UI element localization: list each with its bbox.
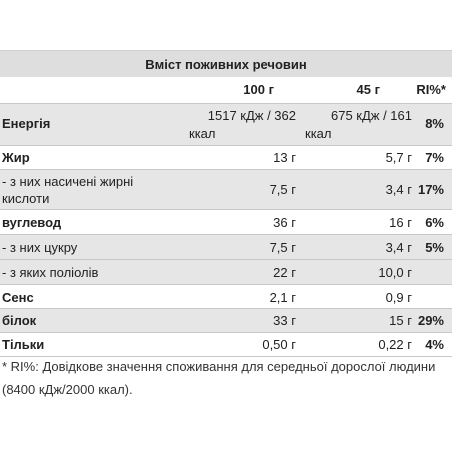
row-name: Енергія [2,116,51,131]
row-name: Тільки [2,337,45,352]
row-value-100g: 0,50 г [262,337,296,352]
table-title: Вміст поживних речовин [0,50,452,78]
table-row: - з яких поліолів 22 г 10,0 г [0,259,452,284]
header-100g: 100 г [243,82,274,97]
table-row: білок 33 г 15 г 29% [0,308,452,332]
header-ri: RI%* [416,82,446,97]
table-row: Тільки 0,50 г 0,22 г 4% [0,332,452,356]
row-value-45g: 16 г [389,215,412,230]
row-value-45g: 5,7 г [385,150,412,165]
row-value-100g: 36 г [273,215,296,230]
row-value-100g: 33 г [273,313,296,328]
row-value-100g: 1517 кДж / 362 ккал [186,107,296,143]
row-name: вуглевод [2,215,62,230]
row-value-45g: 3,4 г [385,182,412,197]
row-ri: 8% [425,116,444,131]
table-row: Сенс 2,1 г 0,9 г [0,284,452,308]
row-value-100g-line2: ккал [189,126,216,141]
row-name: Жир [2,150,30,165]
row-name-line1: - з них насичені жирні [2,174,134,189]
row-value-100g-line1: 1517 кДж / 362 [207,108,296,123]
row-name: білок [2,313,37,328]
row-ri: 5% [425,240,444,255]
row-ri: 4% [425,337,444,352]
row-value-45g: 10,0 г [378,265,412,280]
row-ri: 6% [425,215,444,230]
row-ri: 7% [425,150,444,165]
table-row: - з них цукру 7,5 г 3,4 г 5% [0,234,452,259]
table-bottom-divider [0,356,452,357]
row-value-45g: 15 г [389,313,412,328]
row-name: - з яких поліолів [2,265,99,280]
row-value-100g: 7,5 г [269,240,296,255]
row-value-45g: 3,4 г [385,240,412,255]
footnote: * RI%: Довідкове значення споживання для… [2,359,436,397]
header-45g: 45 г [356,82,381,97]
row-ri: 17% [417,182,444,197]
row-name: - з них насичені жирні кислоти [2,173,133,207]
row-value-45g: 675 кДж / 161 ккал [302,107,412,143]
row-ri: 29% [417,313,444,328]
table-row: вуглевод 36 г 16 г 6% [0,209,452,234]
row-value-100g: 2,1 г [269,290,296,305]
row-name-line2: кислоти [2,191,50,206]
table-row: Енергія 1517 кДж / 362 ккал 675 кДж / 16… [0,103,452,145]
row-value-45g-line1: 675 кДж / 161 [330,108,412,123]
row-value-100g: 7,5 г [269,182,296,197]
row-value-45g: 0,9 г [385,290,412,305]
row-value-100g: 13 г [273,150,296,165]
row-name: Сенс [2,290,34,305]
row-name: - з них цукру [2,240,78,255]
table-row: Жир 13 г 5,7 г 7% [0,145,452,169]
header-row: 100 г 45 г RI%* [0,77,452,103]
table-row: - з них насичені жирні кислоти 7,5 г 3,4… [0,169,452,209]
row-value-45g: 0,22 г [378,337,412,352]
row-value-100g: 22 г [273,265,296,280]
row-value-45g-line2: ккал [305,126,332,141]
